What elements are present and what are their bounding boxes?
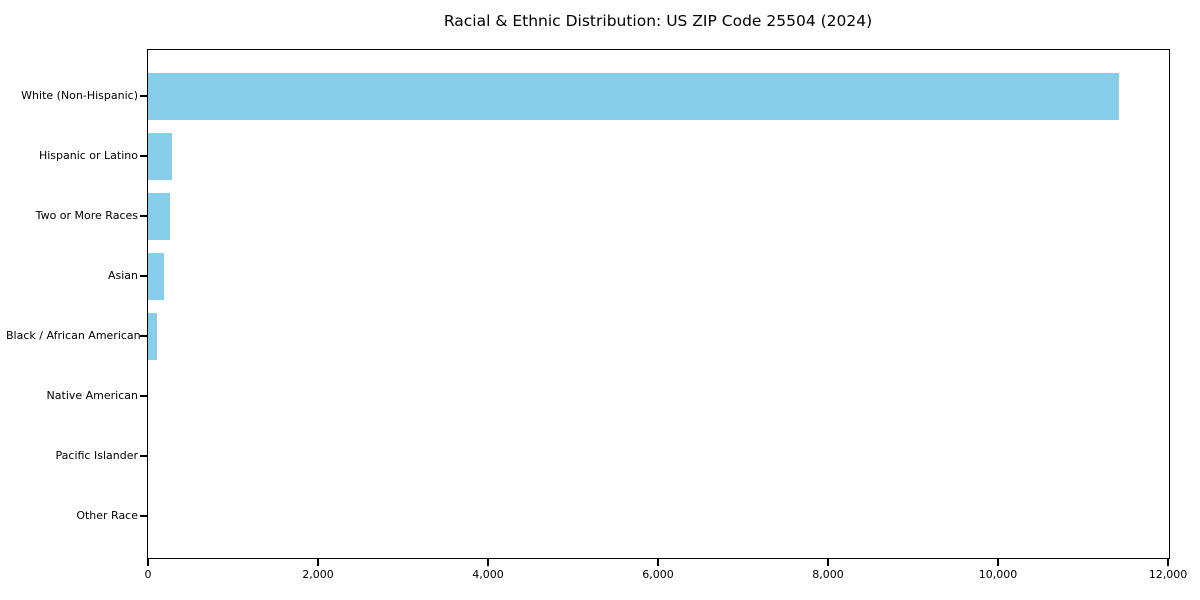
x-tick-label-8000: 8,000: [812, 568, 844, 581]
y-tick-label-native-american: Native American: [46, 389, 138, 402]
chart-title: Racial & Ethnic Distribution: US ZIP Cod…: [443, 12, 873, 30]
y-tick-label-pacific-islander: Pacific Islander: [55, 449, 138, 462]
x-tick-label-4000: 4,000: [472, 568, 504, 581]
x-tick-label-0: 0: [144, 568, 152, 581]
bar-two-or-more-races: [148, 192, 171, 240]
y-tick-mark: [140, 335, 147, 337]
y-tick-label-two-or-more-races: Two or More Races: [35, 209, 138, 222]
x-tick-label-2000: 2,000: [302, 568, 334, 581]
x-tick-mark: [487, 559, 489, 566]
bar-asian: [148, 252, 164, 300]
y-tick-label-white-non-hispanic: White (Non-Hispanic): [21, 89, 138, 102]
x-tick-label-12000: 12,000: [1148, 568, 1188, 581]
y-tick-mark: [140, 515, 147, 517]
y-tick-label-other-race: Other Race: [76, 509, 138, 522]
x-tick-mark: [827, 559, 829, 566]
bar-black-african-american: [148, 312, 158, 360]
x-tick-label-6000: 6,000: [642, 568, 674, 581]
y-tick-mark: [140, 215, 147, 217]
plot-area: [147, 49, 1170, 559]
x-tick-mark: [1167, 559, 1169, 566]
x-tick-mark: [147, 559, 149, 566]
y-tick-label-hispanic-or-latino: Hispanic or Latino: [38, 149, 138, 162]
y-tick-mark: [140, 275, 147, 277]
y-tick-label-black-african-american: Black / African American: [6, 329, 141, 342]
bar-hispanic-or-latino: [148, 132, 172, 180]
x-tick-mark: [657, 559, 659, 566]
y-tick-mark: [140, 455, 147, 457]
y-tick-mark: [140, 155, 147, 157]
y-tick-mark: [140, 395, 147, 397]
y-tick-mark: [140, 95, 147, 97]
x-tick-label-10000: 10,000: [978, 568, 1018, 581]
bar-white-non-hispanic: [148, 72, 1120, 120]
x-tick-mark: [317, 559, 319, 566]
x-tick-mark: [997, 559, 999, 566]
y-tick-label-asian: Asian: [107, 269, 138, 282]
